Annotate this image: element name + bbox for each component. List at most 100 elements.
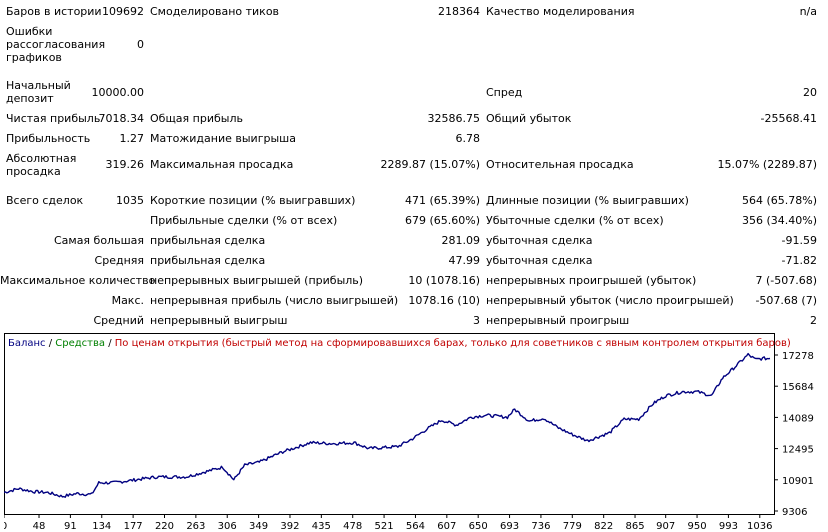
max-consecutive-losses-value: 7 (-507.68): [755, 274, 817, 287]
bars-in-history-value: 109692: [102, 5, 144, 18]
modelling-quality-label: Качество моделирования: [486, 5, 635, 18]
avg-consecutive-wins-label: непрерывный выигрыш: [150, 314, 288, 327]
y-tick-label: 12495: [782, 445, 814, 456]
expected-payoff-label: Матожидание выигрыша: [150, 132, 296, 145]
legend-separator: /: [45, 338, 56, 349]
x-tick-label: 263: [186, 521, 205, 532]
x-tick-label: 306: [218, 521, 237, 532]
max-consecutive-wins-value: 10 (1078.16): [408, 274, 480, 287]
profit-trades-value: 679 (65.60%): [404, 214, 480, 227]
max-consecutive-loss-value: -507.68 (7): [755, 294, 817, 307]
average-loss-trade-label: убыточная сделка: [486, 254, 593, 267]
largest-label: Самая большая: [53, 234, 144, 247]
chart-frame: [4, 333, 775, 515]
legend-equity: Средства: [55, 338, 106, 349]
legend-separator: /: [105, 338, 115, 349]
average-consecutive-label: Средний: [93, 314, 144, 327]
long-positions-label: Длинные позиции (% выигравших): [486, 194, 689, 207]
balance-chart: 9306 10901 12495 14089 15684 17278 0 48 91 134 177…: [4, 333, 826, 532]
gross-profit-label: Общая прибыль: [150, 112, 243, 125]
x-tick-label: 736: [531, 521, 550, 532]
profit-factor-value: 1.27: [119, 132, 145, 145]
total-trades-value: 1035: [116, 194, 144, 207]
spread-value: 20: [803, 86, 817, 99]
largest-profit-trade-label: прибыльная сделка: [150, 234, 266, 247]
gross-loss-label: Общий убыток: [486, 112, 572, 125]
profit-trades-label: Прибыльные сделки (% от всех): [150, 214, 338, 227]
long-positions-value: 564 (65.78%): [741, 194, 817, 207]
mismatch-errors-value: 0: [137, 38, 144, 51]
spread-label: Спред: [486, 86, 523, 99]
maximal-label: Макс.: [111, 294, 144, 307]
largest-loss-trade-label: убыточная сделка: [486, 234, 593, 247]
maximal-drawdown-label: Максимальная просадка: [150, 158, 294, 171]
x-tick-label: 779: [563, 521, 582, 532]
loss-trades-label: Убыточные сделки (% от всех): [486, 214, 664, 227]
max-consecutive-wins-label: непрерывных выигрышей (прибыль): [150, 274, 364, 287]
x-tick-label: 607: [437, 521, 456, 532]
chart-legend: Баланс / Средства / По ценам открытия (б…: [8, 338, 791, 350]
x-tick-label: 0: [4, 521, 7, 532]
loss-trades-value: 356 (34.40%): [741, 214, 817, 227]
average-profit-trade-value: 47.99: [448, 254, 481, 267]
x-tick-label: 950: [688, 521, 707, 532]
max-consecutive-loss-label: непрерывный убыток (число проигрышей): [486, 294, 734, 307]
profit-factor-label: Прибыльность: [6, 132, 91, 145]
avg-consecutive-losses-value: 2: [810, 314, 817, 327]
average-loss-trade-value: -71.82: [781, 254, 817, 267]
modelled-ticks-label: Смоделировано тиков: [150, 5, 280, 18]
x-tick-label: 907: [656, 521, 675, 532]
x-tick-label: 177: [124, 521, 143, 532]
y-tick-label: 10901: [782, 476, 814, 487]
x-tick-label: 478: [343, 521, 362, 532]
x-tick-label: 993: [719, 521, 738, 532]
x-tick-label: 693: [500, 521, 519, 532]
y-tick-label: 9306: [782, 507, 807, 518]
relative-drawdown-label: Относительная просадка: [486, 158, 634, 171]
modelling-quality-value: n/a: [799, 5, 817, 18]
expected-payoff-value: 6.78: [455, 132, 481, 145]
relative-drawdown-value: 15.07% (2289.87): [717, 158, 817, 171]
initial-deposit-value: 10000.00: [91, 86, 145, 99]
x-tick-label: 392: [280, 521, 299, 532]
max-consecutive-losses-label: непрерывных проигрышей (убыток): [486, 274, 697, 287]
x-tick-label: 650: [469, 521, 488, 532]
modelled-ticks-value: 218364: [438, 5, 480, 18]
legend-modelling-method: По ценам открытия (быстрый метод на сфор…: [114, 338, 791, 349]
max-consecutive-profit-value: 1078.16 (10): [408, 294, 480, 307]
x-tick-label: 91: [64, 521, 77, 532]
average-label: Средняя: [94, 254, 144, 267]
gross-profit-value: 32586.75: [427, 112, 481, 125]
x-tick-label: 1036: [747, 521, 772, 532]
largest-loss-trade-value: -91.59: [781, 234, 817, 247]
max-consecutive-profit-label: непрерывная прибыль (число выигрышей): [150, 294, 399, 307]
average-profit-trade-label: прибыльная сделка: [150, 254, 266, 267]
x-tick-label: 48: [33, 521, 46, 532]
x-tick-label: 865: [625, 521, 644, 532]
x-tick-label: 349: [249, 521, 268, 532]
short-positions-value: 471 (65.39%): [404, 194, 480, 207]
balance-series-line: [4, 352, 771, 498]
net-profit-value: 7018.34: [98, 112, 145, 125]
x-tick-label: 564: [406, 521, 425, 532]
total-trades-label: Всего сделок: [6, 194, 84, 207]
absolute-drawdown-label: Абсолютная просадка: [6, 152, 77, 178]
net-profit-label: Чистая прибыль: [6, 112, 101, 125]
absolute-drawdown-value: 319.26: [105, 158, 145, 171]
maximal-drawdown-value: 2289.87 (15.07%): [380, 158, 480, 171]
mismatch-errors-label: Ошибки рассогласования графиков: [6, 25, 106, 64]
x-tick-label: 220: [155, 521, 174, 532]
gross-loss-value: -25568.41: [760, 112, 817, 125]
initial-deposit-label: Начальный депозит: [6, 79, 71, 105]
avg-consecutive-losses-label: непрерывный проигрыш: [486, 314, 630, 327]
short-positions-label: Короткие позиции (% выигравших): [150, 194, 356, 207]
x-tick-label: 134: [92, 521, 111, 532]
maximum-count-label: Максимальное количество: [0, 274, 156, 287]
y-tick-label: 17278: [782, 351, 814, 362]
balance-chart-svg: 9306 10901 12495 14089 15684 17278 0 48 91 134 177…: [4, 333, 814, 532]
legend-balance: Баланс: [8, 338, 46, 349]
y-tick-label: 15684: [782, 382, 814, 393]
x-tick-label: 521: [375, 521, 394, 532]
avg-consecutive-wins-value: 3: [473, 314, 480, 327]
largest-profit-trade-value: 281.09: [441, 234, 481, 247]
